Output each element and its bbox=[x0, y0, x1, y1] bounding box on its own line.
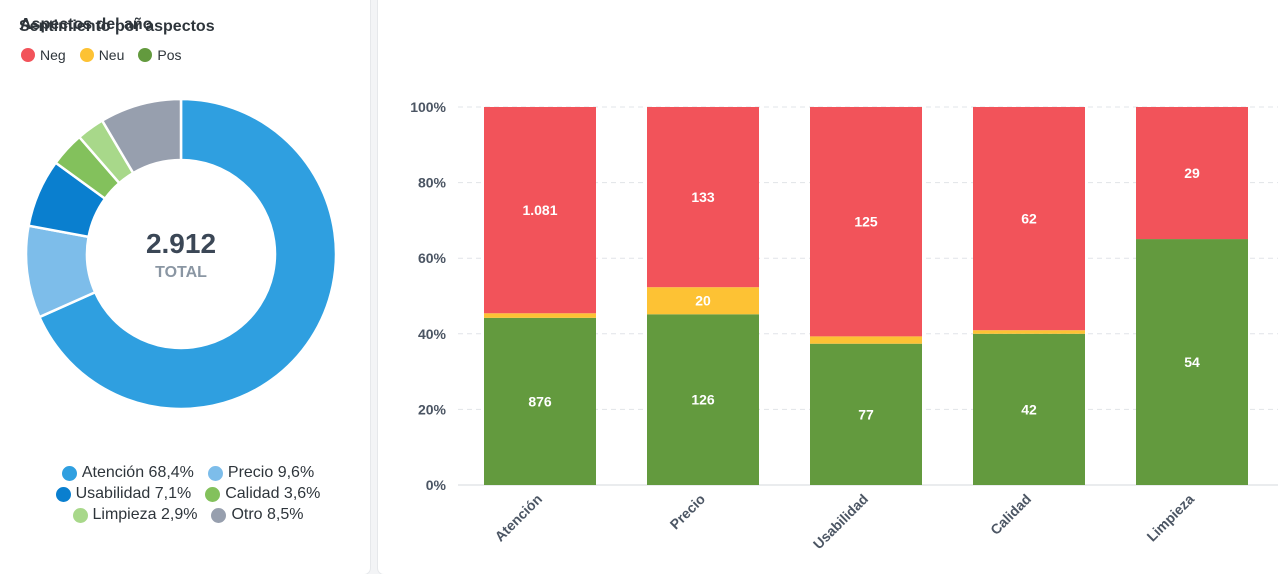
aspects-donut-chart: 2.912 TOTAL bbox=[24, 97, 338, 411]
donut-slice-otro[interactable] bbox=[100, 97, 183, 175]
sentiment-legend-label: Pos bbox=[157, 47, 182, 63]
legend-dot-icon bbox=[55, 486, 71, 502]
donut-legend-label: Otro 8,5% bbox=[231, 506, 304, 523]
donut-total-label: TOTAL bbox=[155, 264, 207, 281]
donut-legend-item-precio[interactable]: Precio 9,6% bbox=[207, 464, 315, 482]
legend-dot-icon bbox=[72, 507, 88, 523]
aspects-card-title: Aspectos del año bbox=[20, 16, 153, 33]
sentiment-legend-label: Neg bbox=[40, 47, 66, 63]
donut-legend-row: Usabilidad 7,1% Calidad 3,6% bbox=[0, 485, 376, 503]
donut-legend-label: Atención 68,4% bbox=[81, 464, 194, 481]
donut-legend-row: Limpieza 2,9% Otro 8,5% bbox=[0, 506, 376, 524]
legend-dot-icon bbox=[138, 48, 153, 62]
donut-legend-item-usabilidad[interactable]: Usabilidad 7,1% bbox=[55, 485, 192, 503]
legend-dot-icon bbox=[205, 486, 221, 502]
donut-legend-label: Calidad 3,6% bbox=[225, 485, 321, 502]
legend-dot-icon bbox=[211, 507, 227, 523]
legend-dot-icon bbox=[79, 48, 94, 62]
legend-dot-icon bbox=[21, 48, 35, 62]
sentiment-legend-item-pos[interactable]: Pos bbox=[138, 47, 182, 63]
donut-legend-item-atencion[interactable]: Atención 68,4% bbox=[61, 464, 194, 482]
donut-legend-row: Atención 68,4% Precio 9,6% bbox=[0, 464, 376, 482]
legend-dot-icon bbox=[207, 465, 223, 481]
donut-legend-item-limpieza[interactable]: Limpieza 2,9% bbox=[72, 506, 198, 524]
sentiment-legend-label: Neu bbox=[98, 47, 125, 63]
donut-legend-label: Limpieza 2,9% bbox=[92, 506, 198, 523]
donut-slice-atencion[interactable] bbox=[37, 97, 338, 411]
donut-total-value: 2.912 bbox=[146, 228, 216, 259]
sentiment-legend-item-neg[interactable]: Neg bbox=[21, 47, 66, 63]
donut-legend-label: Precio 9,6% bbox=[227, 464, 315, 481]
sentiment-legend-item-neu[interactable]: Neu bbox=[79, 47, 125, 63]
sentiment-legend: Neg Neu Pos bbox=[21, 47, 182, 63]
sentiment-card-title: Sentimiento por aspectos bbox=[19, 18, 215, 35]
donut-legend-label: Usabilidad 7,1% bbox=[75, 485, 192, 502]
donut-legend-item-calidad[interactable]: Calidad 3,6% bbox=[205, 485, 320, 503]
sentiment-card bbox=[378, 0, 1280, 574]
legend-dot-icon bbox=[61, 465, 77, 481]
donut-legend-item-otro[interactable]: Otro 8,5% bbox=[211, 506, 303, 524]
